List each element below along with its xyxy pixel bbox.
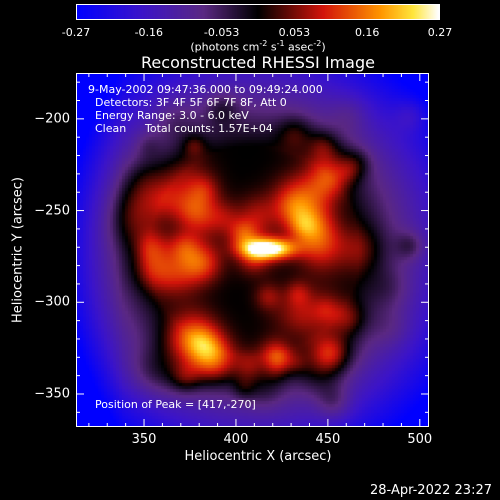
x-tick-label: 500 [407, 432, 433, 447]
info-total-counts: Total counts: 1.57E+04 [145, 122, 273, 135]
y-tick-label: −250 [34, 203, 70, 219]
info-peak-position: Position of Peak = [417,-270] [95, 398, 256, 411]
colorbar [76, 4, 440, 20]
info-energy-range: Energy Range: 3.0 - 6.0 keV [95, 109, 249, 122]
colorbar-tick-label: -0.27 [61, 26, 91, 39]
y-tick-label: −350 [34, 386, 70, 402]
info-clean: Clean [95, 122, 127, 135]
colorbar-tick-label: 0.27 [427, 26, 453, 39]
x-tick-label: 350 [131, 432, 157, 447]
colorbar-tick-label: 0.16 [354, 26, 380, 39]
colorbar-units: (photons cm-2 s-1 asec-2) [190, 39, 326, 54]
heatmap-image [76, 73, 429, 427]
plot-title: Reconstructed RHESSI Image [141, 53, 375, 72]
x-axis-label: Heliocentric X (arcsec) [184, 449, 332, 464]
info-time-range: 9-May-2002 09:47:36.000 to 09:49:24.000 [88, 83, 323, 96]
y-axis-label: Heliocentric Y (arcsec) [10, 177, 26, 323]
timestamp: 28-Apr-2022 23:27 [370, 483, 492, 498]
y-tick-label: −200 [34, 111, 70, 127]
colorbar-tick-label: -0.16 [134, 26, 164, 39]
x-tick-label: 400 [223, 432, 249, 447]
x-tick-label: 450 [315, 432, 341, 447]
y-tick-label: −300 [34, 294, 70, 310]
colorbar-tick-label: -0.053 [203, 26, 240, 39]
info-detectors: Detectors: 3F 4F 5F 6F 7F 8F, Att 0 [95, 96, 287, 109]
colorbar-tick-label: 0.053 [278, 26, 311, 39]
